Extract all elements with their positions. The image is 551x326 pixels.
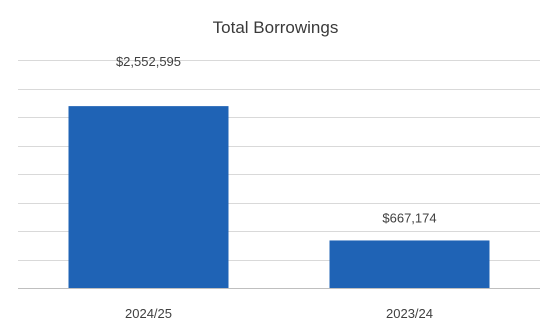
x-tick-label: 2023/24 — [386, 306, 433, 321]
chart-title: Total Borrowings — [212, 18, 339, 37]
x-tick-label: 2024/25 — [125, 306, 172, 321]
data-label: $667,174 — [382, 210, 436, 225]
bar-2024-25 — [68, 106, 229, 288]
bar-2023-24 — [329, 240, 490, 288]
data-label: $2,552,595 — [116, 54, 181, 69]
